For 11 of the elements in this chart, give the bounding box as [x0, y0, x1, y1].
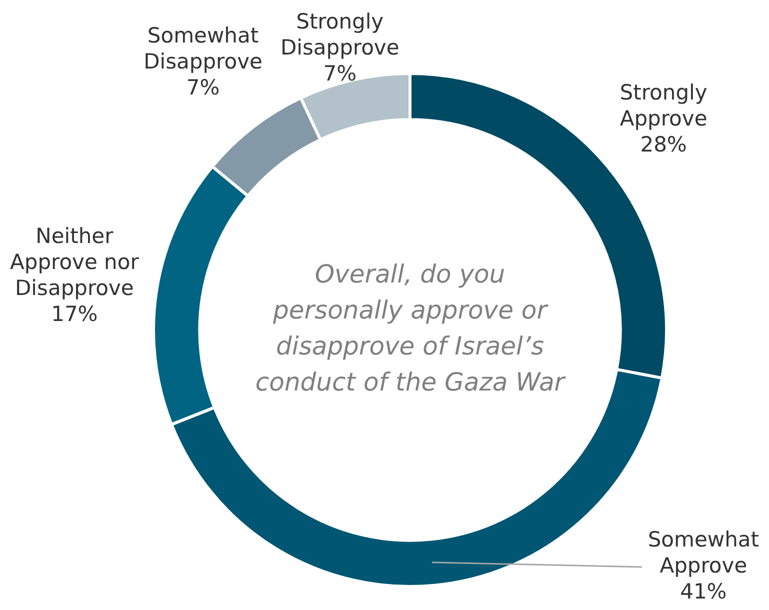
- data-label: 17%: [51, 302, 98, 326]
- slice-label: Strongly Approve: [620, 80, 708, 131]
- data-label: 28%: [640, 132, 687, 157]
- slice-label: Strongly Disapprove: [280, 9, 400, 60]
- data-label: 41%: [680, 579, 727, 604]
- data-label: 7%: [323, 61, 357, 86]
- text: Overall, do you personally approve or disapprove of Israel’s conduct of the Gaza War: [255, 260, 566, 396]
- slice-label: Neither Approve nor Disapprove: [10, 224, 140, 300]
- data-label: 7%: [186, 76, 220, 100]
- slice-label: Somewhat Approve: [648, 527, 760, 578]
- slice-label: Somewhat Disapprove: [144, 24, 262, 74]
